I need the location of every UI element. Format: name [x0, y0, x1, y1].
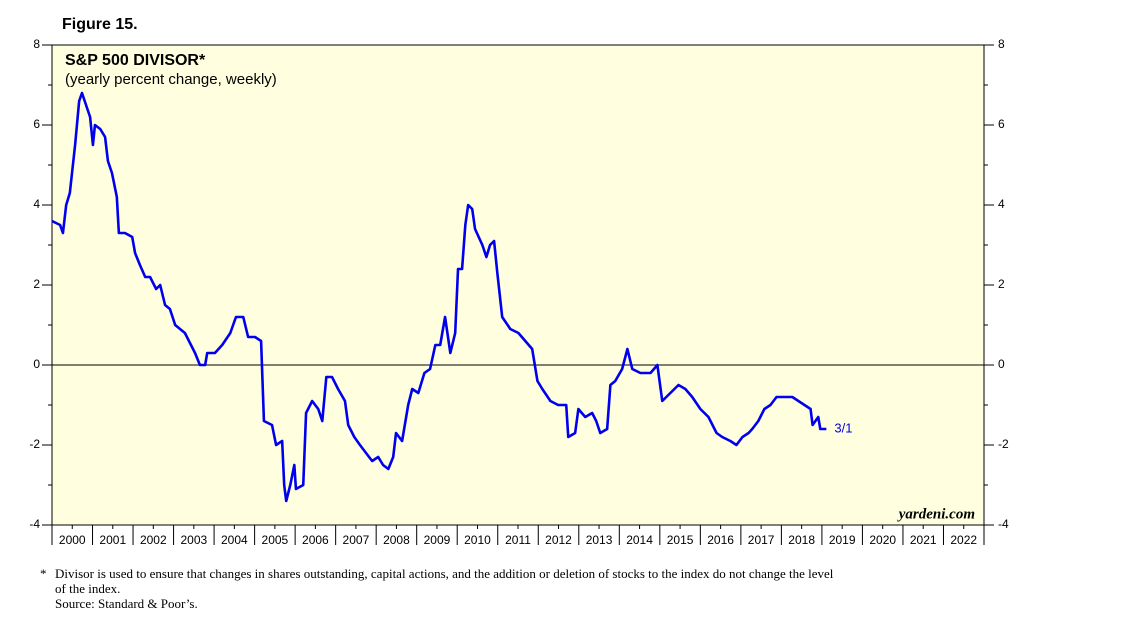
x-tick-label: 2020: [869, 533, 896, 547]
x-tick-label: 2006: [302, 533, 329, 547]
y2-tick-label: 4: [998, 197, 1005, 211]
x-tick-label: 2015: [667, 533, 694, 547]
footnote-source: Source: Standard & Poor’s.: [55, 596, 198, 611]
y2-tick-label: -2: [998, 437, 1009, 451]
x-tick-label: 2010: [464, 533, 491, 547]
x-tick-label: 2008: [383, 533, 410, 547]
brand: yardeni.com: [897, 506, 975, 522]
x-tick-label: 2022: [950, 533, 977, 547]
x-tick-label: 2017: [748, 533, 775, 547]
line: [51, 91, 827, 503]
y2-tick-label: 0: [998, 357, 1005, 371]
y-tick-label: 0: [33, 357, 40, 371]
x-tick-label: 2011: [505, 533, 531, 547]
x-tick-label: 2007: [343, 533, 370, 547]
x-tick-label: 2012: [545, 533, 572, 547]
x-tick-label: 2005: [262, 533, 289, 547]
y-tick-label: 4: [33, 197, 40, 211]
y-tick-label: 8: [33, 37, 40, 51]
x-tick-label: 2001: [99, 533, 126, 547]
y2-tick-label: 6: [998, 117, 1005, 131]
y2-tick-label: -4: [998, 517, 1009, 531]
x-tick-label: 2013: [586, 533, 613, 547]
x-tick-label: 2004: [221, 533, 248, 547]
figure-label: Figure 15.: [62, 16, 138, 33]
chart-subtitle: (yearly percent change, weekly): [65, 71, 277, 88]
footnote-text: Divisor is used to ensure that changes i…: [55, 566, 834, 581]
x-tick-label: 2021: [910, 533, 937, 547]
y-tick-label: -2: [29, 437, 40, 451]
y2-tick-label: 8: [998, 37, 1005, 51]
y-tick-label: 2: [33, 277, 40, 291]
x-tick-label: 2009: [424, 533, 451, 547]
x-tick-label: 2019: [829, 533, 856, 547]
x-tick-label: 2000: [59, 533, 86, 547]
footnote-text: of the index.: [55, 581, 120, 596]
chart-title: S&P 500 DIVISOR*: [65, 52, 206, 69]
plot-area: [51, 44, 985, 526]
end-annotation: 3/1: [834, 420, 852, 435]
y-tick-label: -4: [29, 517, 40, 531]
x-tick-label: 2003: [180, 533, 207, 547]
x-tick-label: 2018: [788, 533, 815, 547]
x-tick-label: 2002: [140, 533, 167, 547]
x-tick-label: 2014: [626, 533, 653, 547]
footnote-marker: *: [40, 566, 47, 581]
y-tick-label: 6: [33, 117, 40, 131]
x-tick-label: 2016: [707, 533, 734, 547]
y2-tick-label: 2: [998, 277, 1005, 291]
